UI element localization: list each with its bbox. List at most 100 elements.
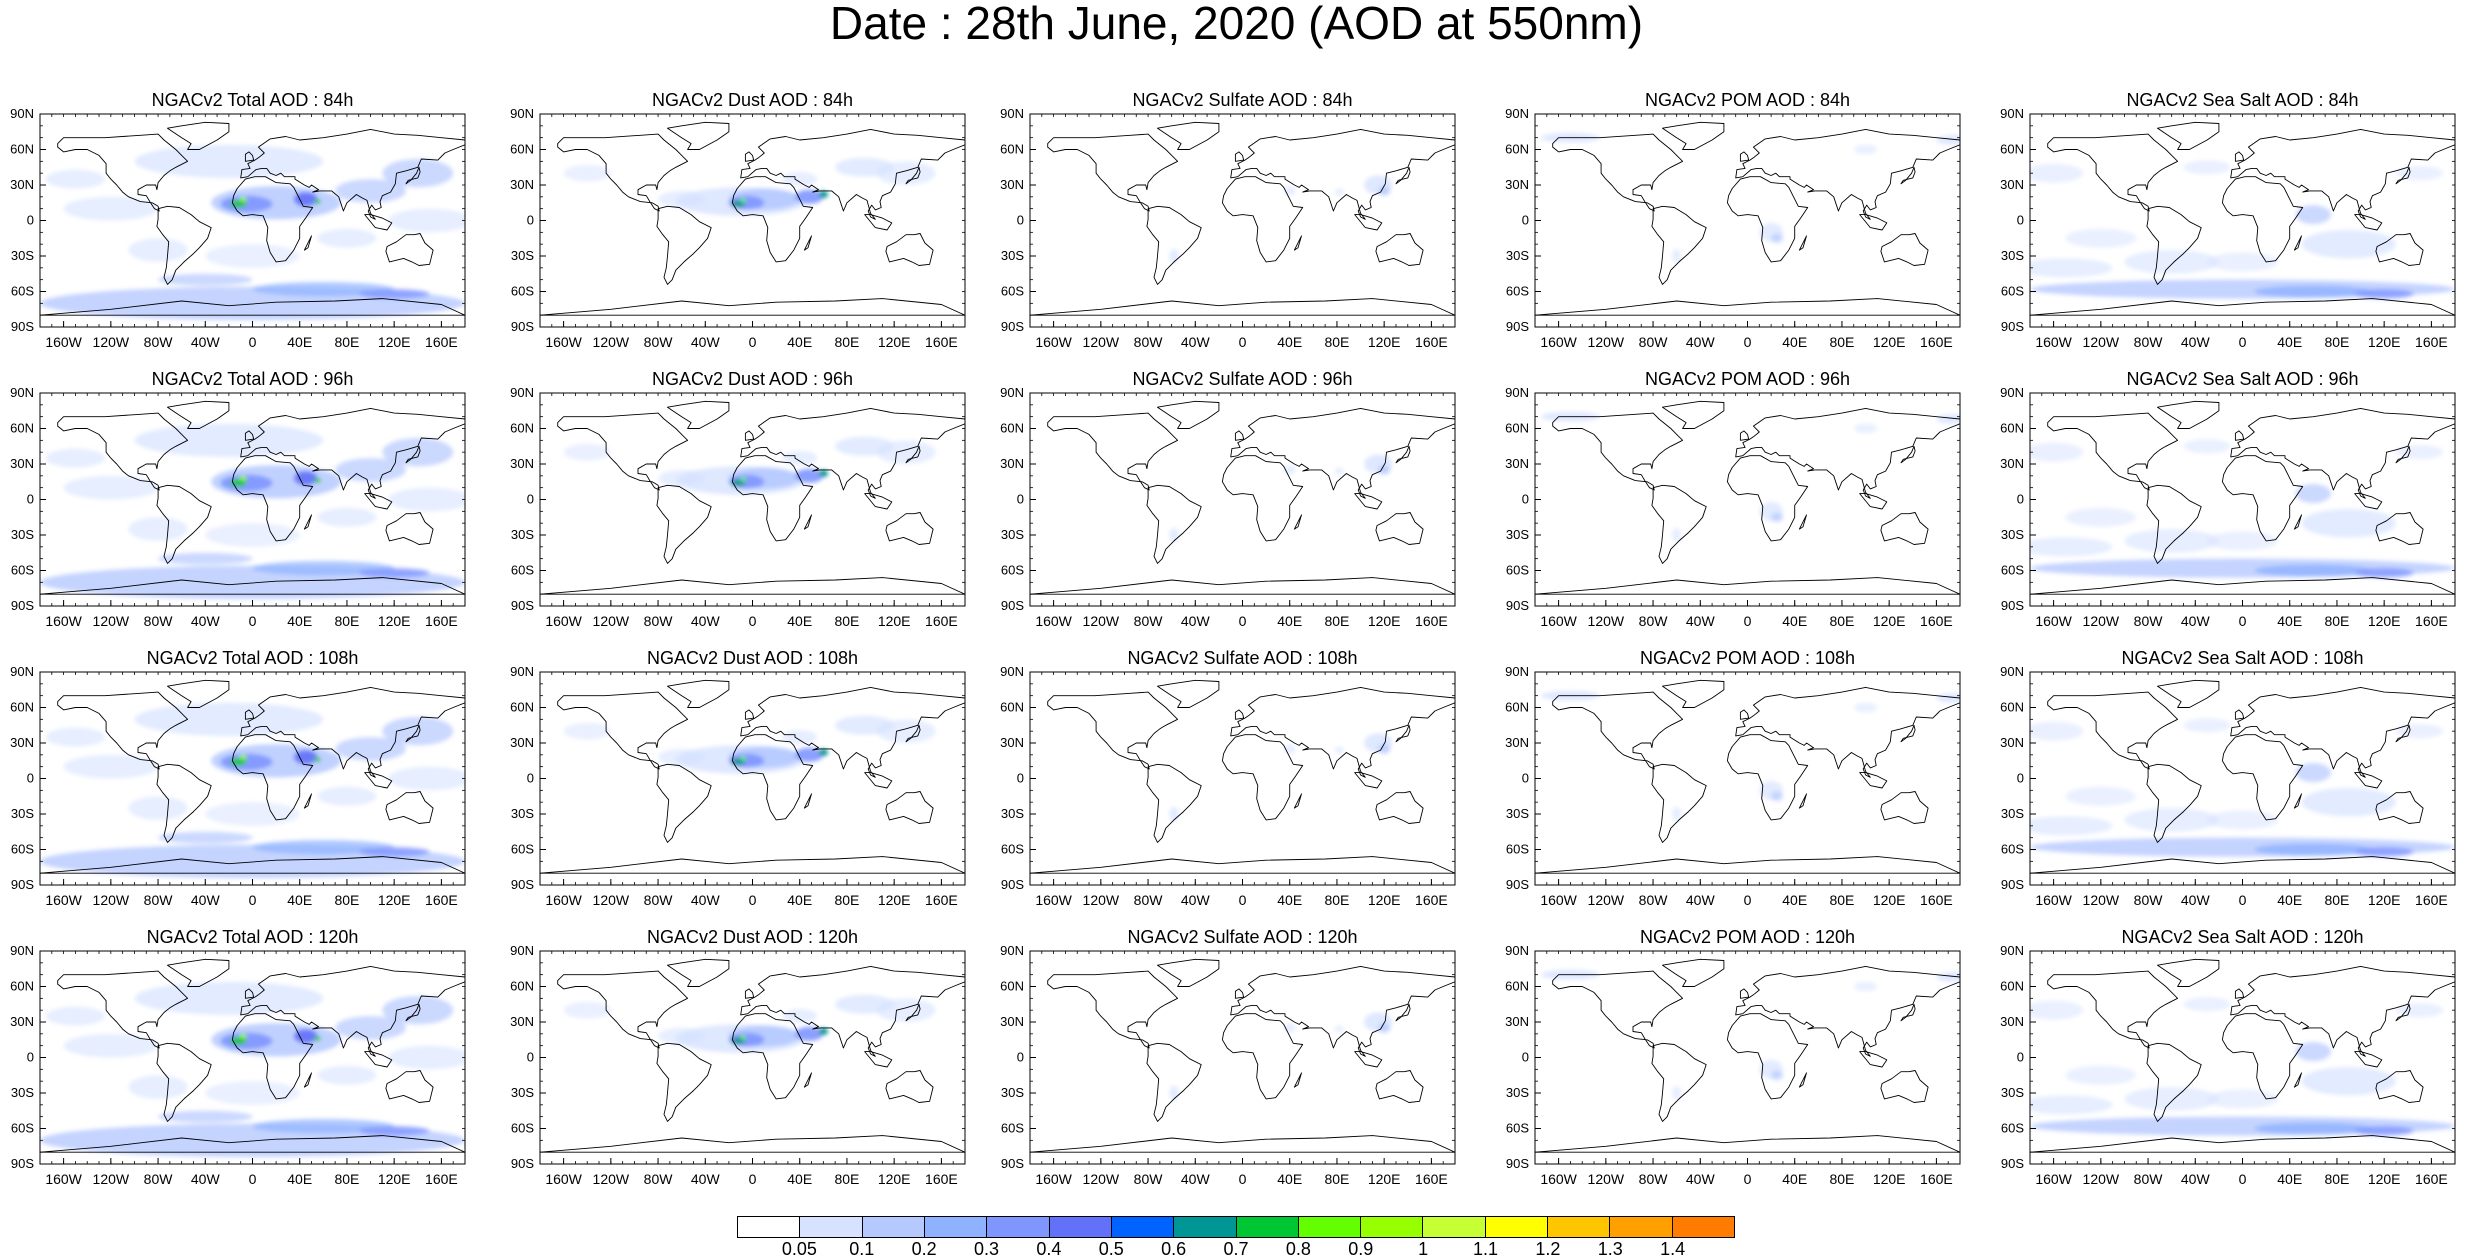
lon-tick-label: 120W	[93, 334, 130, 350]
lon-tick-label: 120W	[1083, 613, 1120, 629]
aod-plume	[740, 477, 746, 482]
lat-tick-label: 90S	[511, 319, 534, 334]
lon-tick-label: 120E	[1873, 1171, 1906, 1187]
lon-tick-label: 160W	[45, 1171, 82, 1187]
colorbar-box	[1049, 1217, 1112, 1237]
lat-tick-label: 0	[1522, 1050, 1529, 1065]
coastlines	[2030, 679, 2455, 874]
lon-tick-label: 0	[749, 1171, 757, 1187]
coastlines	[540, 679, 965, 874]
figure-title: Date : 28th June, 2020 (AOD at 550nm)	[829, 0, 1644, 49]
lon-tick-label: 160W	[1035, 892, 1072, 908]
aod-plume	[335, 737, 406, 761]
map-panel-dust-96h: NGACv2 Dust AOD : 96h 90N 60N 30N 0 30S 60S 90S…	[500, 369, 970, 641]
coastlines	[1030, 958, 1455, 1153]
aod-plume	[2183, 718, 2231, 733]
aod-plume	[205, 802, 300, 826]
lon-tick-label: 0	[2239, 1171, 2247, 1187]
lat-tick-label: 60N	[1000, 979, 1024, 994]
aod-plume	[2124, 1087, 2219, 1111]
lat-tick-label: 30S	[1001, 248, 1024, 263]
lon-tick-label: 160E	[425, 1171, 458, 1187]
lat-tick-label: 0	[1017, 1050, 1024, 1065]
lon-tick-label: 40W	[1686, 334, 1716, 350]
lon-tick-label: 80W	[1639, 334, 1669, 350]
lon-tick-label: 160W	[545, 613, 582, 629]
aod-plume	[740, 756, 746, 761]
aod-plume	[658, 190, 706, 208]
aod-plume	[382, 437, 454, 467]
lat-tick-label: 90N	[2000, 943, 2024, 958]
aod-field	[2030, 718, 2455, 857]
lon-tick-label: 120W	[93, 892, 130, 908]
colorbar-label: 0.5	[1098, 1239, 1124, 1259]
coastlines	[2030, 400, 2455, 595]
lat-tick-label: 30N	[1000, 735, 1024, 750]
aod-plume	[2124, 250, 2219, 274]
lon-tick-label: 40E	[1277, 892, 1302, 908]
lon-tick-label: 0	[1239, 334, 1247, 350]
lat-tick-label: 60S	[1001, 563, 1024, 578]
lon-tick-label: 40E	[1782, 334, 1807, 350]
colorbar-label: 0.1	[849, 1239, 875, 1259]
lon-tick-label: 160E	[925, 892, 958, 908]
lon-tick-label: 0	[2239, 892, 2247, 908]
lat-tick-label: 90N	[2000, 106, 2024, 121]
lat-tick-label: 60N	[2000, 421, 2024, 436]
lon-tick-label: 80W	[2134, 892, 2164, 908]
lon-tick-label: 80W	[144, 613, 174, 629]
aod-plume	[63, 196, 159, 221]
panel-title: NGACv2 POM AOD : 84h	[1644, 90, 1851, 110]
lon-tick-label: 80E	[1324, 892, 1349, 908]
lon-tick-label: 120E	[1873, 334, 1906, 350]
lon-tick-label: 80W	[144, 334, 174, 350]
lon-tick-label: 160W	[2035, 334, 2072, 350]
lat-tick-label: 60S	[1506, 842, 1529, 857]
aod-plume	[252, 1119, 395, 1134]
aod-plume	[658, 1027, 706, 1045]
panel-title: NGACv2 Sea Salt AOD : 120h	[2121, 927, 2364, 947]
aod-plume	[358, 1126, 430, 1136]
colorbar-box	[1485, 1217, 1549, 1237]
aod-field	[563, 994, 936, 1053]
lon-tick-label: 80W	[644, 1171, 674, 1187]
aod-plume	[2065, 228, 2137, 248]
aod-plume	[239, 754, 247, 760]
colorbar-box	[1236, 1217, 1299, 1237]
map-plot: 90N 60N 30N 0 30S 60S 90S 160W 120W 80W 40W 0 40E 80E…	[2000, 385, 2456, 629]
lon-tick-label: 0	[1239, 892, 1247, 908]
lat-tick-label: 0	[527, 771, 534, 786]
panel-title: NGACv2 Total AOD : 120h	[146, 927, 359, 947]
lat-tick-label: 60S	[511, 284, 534, 299]
lat-tick-label: 60S	[11, 1121, 34, 1136]
aod-plume	[2030, 721, 2084, 741]
aod-plume	[782, 171, 818, 187]
map-plot: 90N 60N 30N 0 30S 60S 90S 160W 120W 80W 40W 0 40E 80E…	[510, 106, 966, 350]
lon-tick-label: 120W	[1083, 1171, 1120, 1187]
lon-tick-label: 80E	[834, 613, 859, 629]
map-panel-seasalt-84h: NGACv2 Sea Salt AOD : 84h 90N 60N 30N 0 30S 60…	[1990, 90, 2460, 362]
lon-tick-label: 0	[1744, 334, 1752, 350]
aod-plume	[2124, 808, 2219, 832]
aod-plume	[740, 198, 746, 203]
aod-plume	[563, 1001, 611, 1019]
lat-tick-label: 60N	[510, 700, 534, 715]
aod-plume	[658, 469, 706, 487]
colorbar-label: 0.2	[911, 1239, 937, 1259]
colorbar-box	[862, 1217, 925, 1237]
panel-title: NGACv2 Total AOD : 96h	[151, 369, 354, 389]
lon-tick-label: 160E	[925, 334, 958, 350]
aod-plume	[2207, 810, 2278, 830]
lat-tick-label: 30N	[2000, 456, 2024, 471]
aod-plume	[2124, 529, 2219, 553]
lat-tick-label: 30N	[10, 1014, 34, 1029]
lat-tick-label: 60N	[510, 979, 534, 994]
lat-tick-label: 30N	[1505, 177, 1529, 192]
aod-plume	[818, 469, 829, 478]
aod-plume	[795, 1026, 824, 1041]
lon-tick-label: 40W	[1686, 892, 1716, 908]
aod-plume	[782, 729, 818, 745]
aod-field	[563, 715, 936, 774]
lat-tick-label: 60N	[10, 979, 34, 994]
lon-tick-label: 80W	[1639, 613, 1669, 629]
